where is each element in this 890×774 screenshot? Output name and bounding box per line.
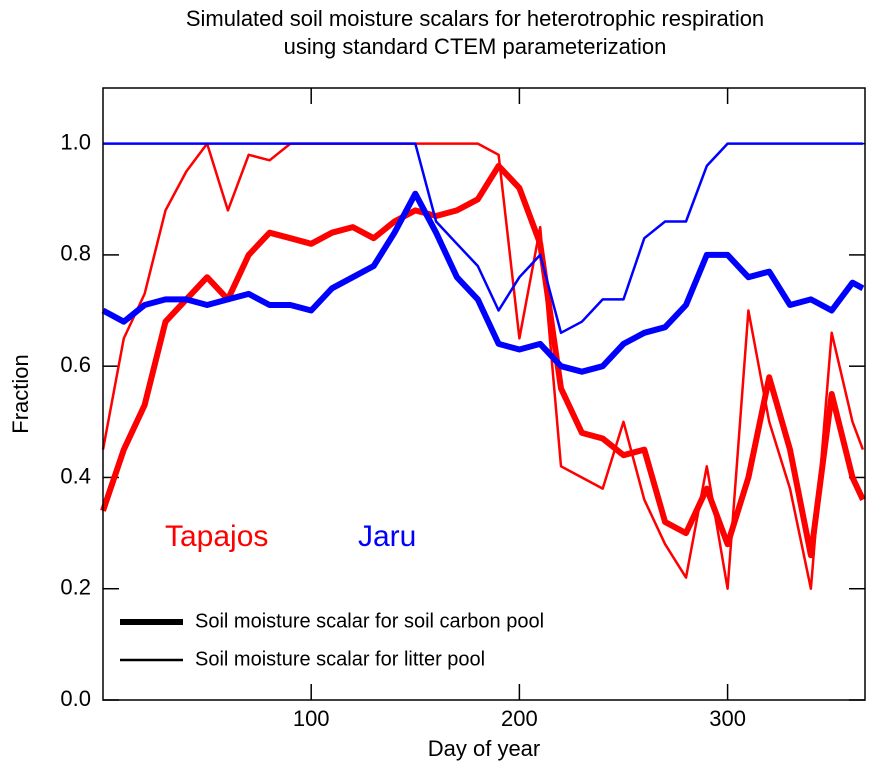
chart-title: Simulated soil moisture scalars for hete… xyxy=(186,6,764,31)
series-line xyxy=(101,142,865,590)
series-line xyxy=(100,162,866,559)
y-axis-label: Fraction xyxy=(8,354,33,433)
site-label: Tapajos xyxy=(165,520,268,553)
x-tick-label: 100 xyxy=(293,706,330,731)
legend-label: Soil moisture scalar for litter pool xyxy=(195,648,485,670)
series-line xyxy=(101,190,865,375)
y-tick-label: 0.6 xyxy=(60,352,91,377)
legend-label: Soil moisture scalar for soil carbon poo… xyxy=(195,610,544,632)
y-tick-label: 0.0 xyxy=(60,686,91,711)
y-tick-label: 1.0 xyxy=(60,129,91,154)
x-tick-label: 300 xyxy=(709,706,746,731)
series-line xyxy=(103,142,863,335)
y-tick-label: 0.4 xyxy=(60,463,91,488)
y-tick-label: 0.8 xyxy=(60,241,91,266)
x-tick-label: 200 xyxy=(501,706,538,731)
site-label: Jaru xyxy=(358,520,416,553)
y-tick-label: 0.2 xyxy=(60,575,91,600)
x-axis-label: Day of year xyxy=(428,736,541,761)
plot-frame xyxy=(102,87,866,701)
chart-title: using standard CTEM parameterization xyxy=(284,34,667,59)
